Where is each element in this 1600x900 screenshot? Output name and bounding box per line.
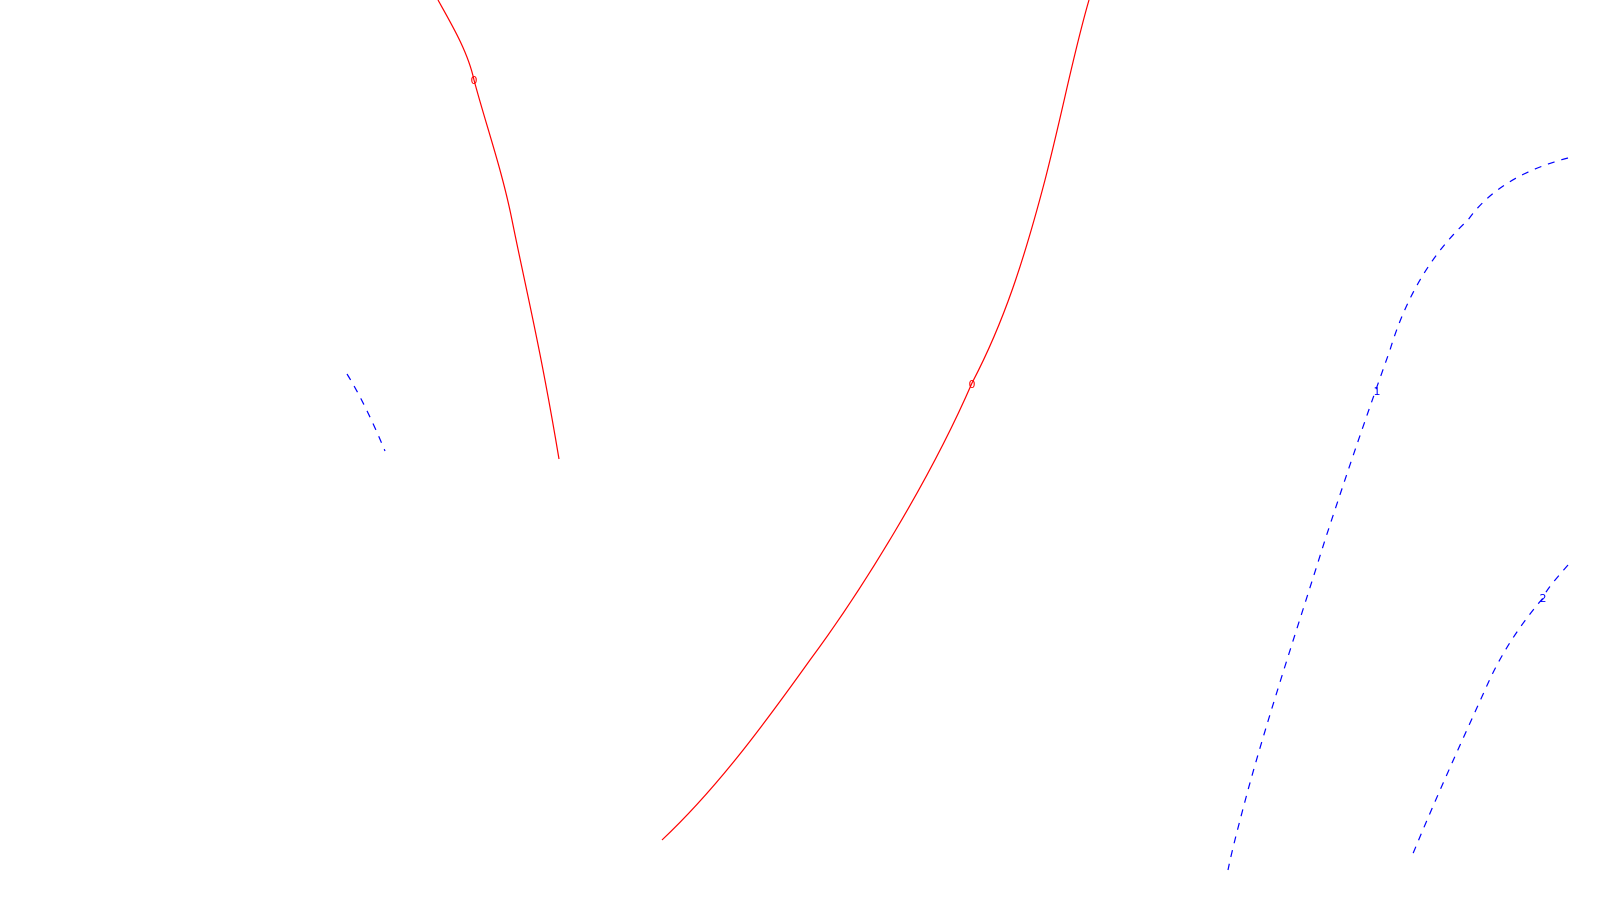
contour-line-zero-left [437, 0, 560, 460]
contour-line-short-dashed-fragment [346, 373, 386, 452]
contour-label-two: 2 [1540, 592, 1547, 605]
contour-label-zero-right: 0 [969, 378, 976, 391]
contour-label-one: 1 [1374, 385, 1381, 398]
contour-label-zero-left: 0 [471, 74, 478, 87]
contour-line-zero-right [661, 0, 1090, 841]
contour-line-two [1411, 564, 1569, 857]
contour-line-one [1227, 157, 1569, 871]
